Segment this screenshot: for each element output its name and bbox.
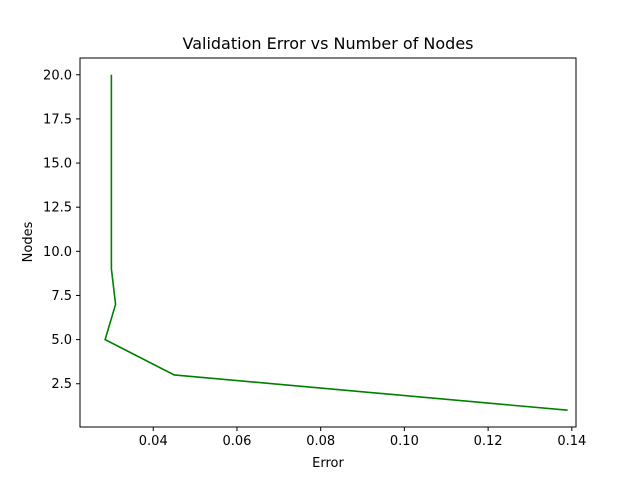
y-tick-label: 15.0 xyxy=(43,157,72,172)
y-tick-label: 7.5 xyxy=(51,289,72,304)
x-axis-ticks: 0.04 0.06 0.08 0.10 0.12 0.14 xyxy=(139,427,586,449)
x-tick-label: 0.08 xyxy=(306,434,335,449)
x-axis-label: Error xyxy=(312,456,344,471)
y-tick-label: 12.5 xyxy=(43,201,72,216)
x-tick-label: 0.10 xyxy=(390,434,419,449)
y-tick-label: 10.0 xyxy=(43,245,72,260)
y-tick-label: 17.5 xyxy=(43,112,72,127)
y-axis-ticks: 2.5 5.0 7.5 10.0 12.5 15.0 17.5 20.0 xyxy=(43,68,80,392)
y-tick-label: 20.0 xyxy=(43,68,72,83)
y-axis-label: Nodes xyxy=(21,221,36,262)
chart-title: Validation Error vs Number of Nodes xyxy=(182,34,473,53)
x-tick-label: 0.06 xyxy=(222,434,251,449)
x-tick-label: 0.12 xyxy=(474,434,503,449)
x-tick-label: 0.04 xyxy=(139,434,168,449)
series-line xyxy=(104,74,568,412)
y-tick-label: 2.5 xyxy=(51,377,72,392)
plot-area xyxy=(79,57,577,428)
plot-frame xyxy=(79,57,577,428)
y-tick-label: 5.0 xyxy=(51,333,72,348)
x-tick-label: 0.14 xyxy=(557,434,586,449)
